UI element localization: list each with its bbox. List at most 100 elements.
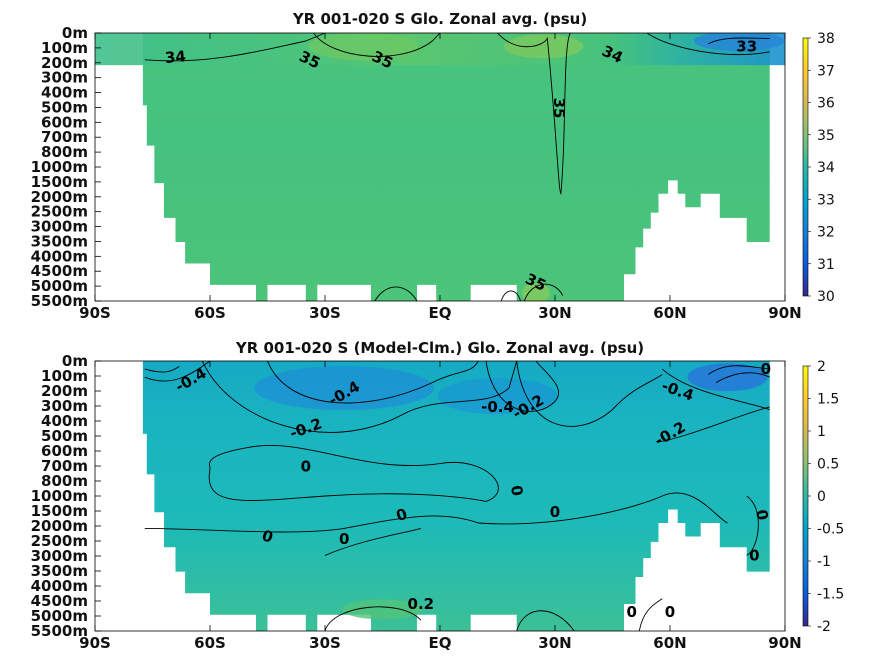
x-tick-label: 60N xyxy=(653,304,686,322)
y-tick-label: 3500m xyxy=(31,232,88,250)
contour-n02-b xyxy=(516,361,663,427)
colorbar-tick-label: 36 xyxy=(817,96,835,112)
contour-label-group: 35 xyxy=(550,98,568,119)
contour-label-group: 0 xyxy=(507,484,527,497)
contour-label: 0 xyxy=(550,503,560,521)
contour-0-arctic-deep xyxy=(746,495,759,556)
y-tick-label: 0m xyxy=(62,352,88,370)
colorbar-tick-label: 0 xyxy=(817,489,826,505)
contour-35-south xyxy=(313,33,441,57)
contour-0-mid xyxy=(208,444,499,502)
y-tick-label: 4500m xyxy=(31,592,88,610)
y-tick-label: 2000m xyxy=(31,188,88,206)
y-tick-label: 4000m xyxy=(31,577,88,595)
subtropical-high-n xyxy=(503,34,584,59)
y-tick-label: 5500m xyxy=(31,292,88,310)
y-tick-label: 5000m xyxy=(31,277,88,295)
contour-deep-2 xyxy=(500,290,521,301)
contour-label: 0.2 xyxy=(408,595,435,613)
neg-anomaly-s xyxy=(254,366,435,410)
contour-0-deep-b xyxy=(324,527,421,556)
y-tick-label: 100m xyxy=(41,39,88,57)
x-tick-label: 90S xyxy=(79,634,111,652)
y-tick-label: 800m xyxy=(41,143,88,161)
colorbar xyxy=(802,37,809,297)
contour-label-group: 34 xyxy=(164,47,186,67)
x-tick-label: 60S xyxy=(194,304,226,322)
pos-anomaly-deep xyxy=(342,599,423,620)
colorbar-tick-label: 35 xyxy=(817,128,835,144)
contour-label-group: 33 xyxy=(736,37,757,55)
colorbar-tick-label: 1.5 xyxy=(817,392,839,408)
contour-label: -0.4 xyxy=(481,398,514,416)
x-tick-label: EQ xyxy=(429,304,452,322)
contour-n04-a xyxy=(144,361,211,382)
colorbar-tick-label: 31 xyxy=(817,257,835,273)
subtropical-high-s xyxy=(308,33,419,61)
y-tick-label: 1000m xyxy=(31,487,88,505)
y-tick-label: 5500m xyxy=(31,622,88,640)
colorbar-tick-label: 0.5 xyxy=(817,457,839,473)
neg-anomaly-n xyxy=(437,378,558,415)
y-tick-label: 600m xyxy=(41,113,88,131)
y-tick-label: 500m xyxy=(41,427,88,445)
contour-label: 0 xyxy=(749,546,759,564)
contour-35-deep xyxy=(523,283,564,301)
colorbar-tick-label: -1 xyxy=(817,554,831,570)
colorbar-tick-label: 2 xyxy=(817,359,826,375)
contour-label: 35 xyxy=(550,98,568,119)
contours xyxy=(144,33,770,301)
x-tick-label: 60S xyxy=(194,634,226,652)
contour-0-arctic-b xyxy=(715,372,770,383)
data-field: -0.4 -0.4-0.2-0.4-0.2-0.40-0.2000 00 00000.… xyxy=(142,361,772,631)
colorbar-tick-label: 34 xyxy=(817,160,835,176)
y-tick-label: 800m xyxy=(41,472,88,490)
contour-0-deep-a xyxy=(144,492,728,533)
y-tick-label: 2500m xyxy=(31,203,88,221)
contour-label-group: -0.4 xyxy=(481,398,514,416)
y-tick-label: 200m xyxy=(41,54,88,72)
y-tick-label: 200m xyxy=(41,382,88,400)
colorbar-tick-label: -2 xyxy=(817,619,831,635)
colorbar-tick-label: 1 xyxy=(817,424,826,440)
contour-label-group: 0.2 xyxy=(408,595,435,613)
deep-high xyxy=(521,282,550,301)
contour-label: 0 xyxy=(507,484,527,497)
arctic-fresh xyxy=(694,33,784,52)
contour-0-bottom xyxy=(516,610,575,631)
contour-35-north xyxy=(497,33,571,195)
x-tick-label: EQ xyxy=(429,634,452,652)
contour-n04-d xyxy=(485,361,559,412)
contour-label: 0 xyxy=(339,530,349,548)
contour-02-deep xyxy=(324,606,422,631)
contour-label-group: 0 xyxy=(550,503,560,521)
x-tick-label: 30N xyxy=(538,304,571,322)
contour-n02-c xyxy=(658,406,770,443)
y-tick-label: 400m xyxy=(41,412,88,430)
contour-label: 0 xyxy=(752,508,772,521)
contour-label-group: 0 xyxy=(626,603,636,621)
contour-0-arctic-a xyxy=(708,365,770,375)
y-tick-label: 1500m xyxy=(31,502,88,520)
contour-n04-b xyxy=(144,366,180,373)
contour-n02-a xyxy=(201,361,518,433)
contour-label-group: 0 xyxy=(301,457,311,475)
y-tick-label: 1000m xyxy=(31,158,88,176)
y-tick-label: 700m xyxy=(41,128,88,146)
y-tick-label: 3000m xyxy=(31,547,88,565)
contour-34-north xyxy=(646,33,770,55)
y-tick-label: 300m xyxy=(41,69,88,87)
colorbar-tick-label: -0.5 xyxy=(817,522,844,538)
x-tick-label: 30S xyxy=(309,634,341,652)
contour-n04-e xyxy=(661,368,770,411)
ocean-field xyxy=(142,361,770,631)
contour-0-slope xyxy=(638,598,663,631)
contour-label: 0 xyxy=(626,603,636,621)
colorbar-tick-label: 38 xyxy=(817,31,835,47)
y-tick-label: 400m xyxy=(41,84,88,102)
contour-label-group: 0 xyxy=(749,546,759,564)
y-tick-label: 4500m xyxy=(31,262,88,280)
